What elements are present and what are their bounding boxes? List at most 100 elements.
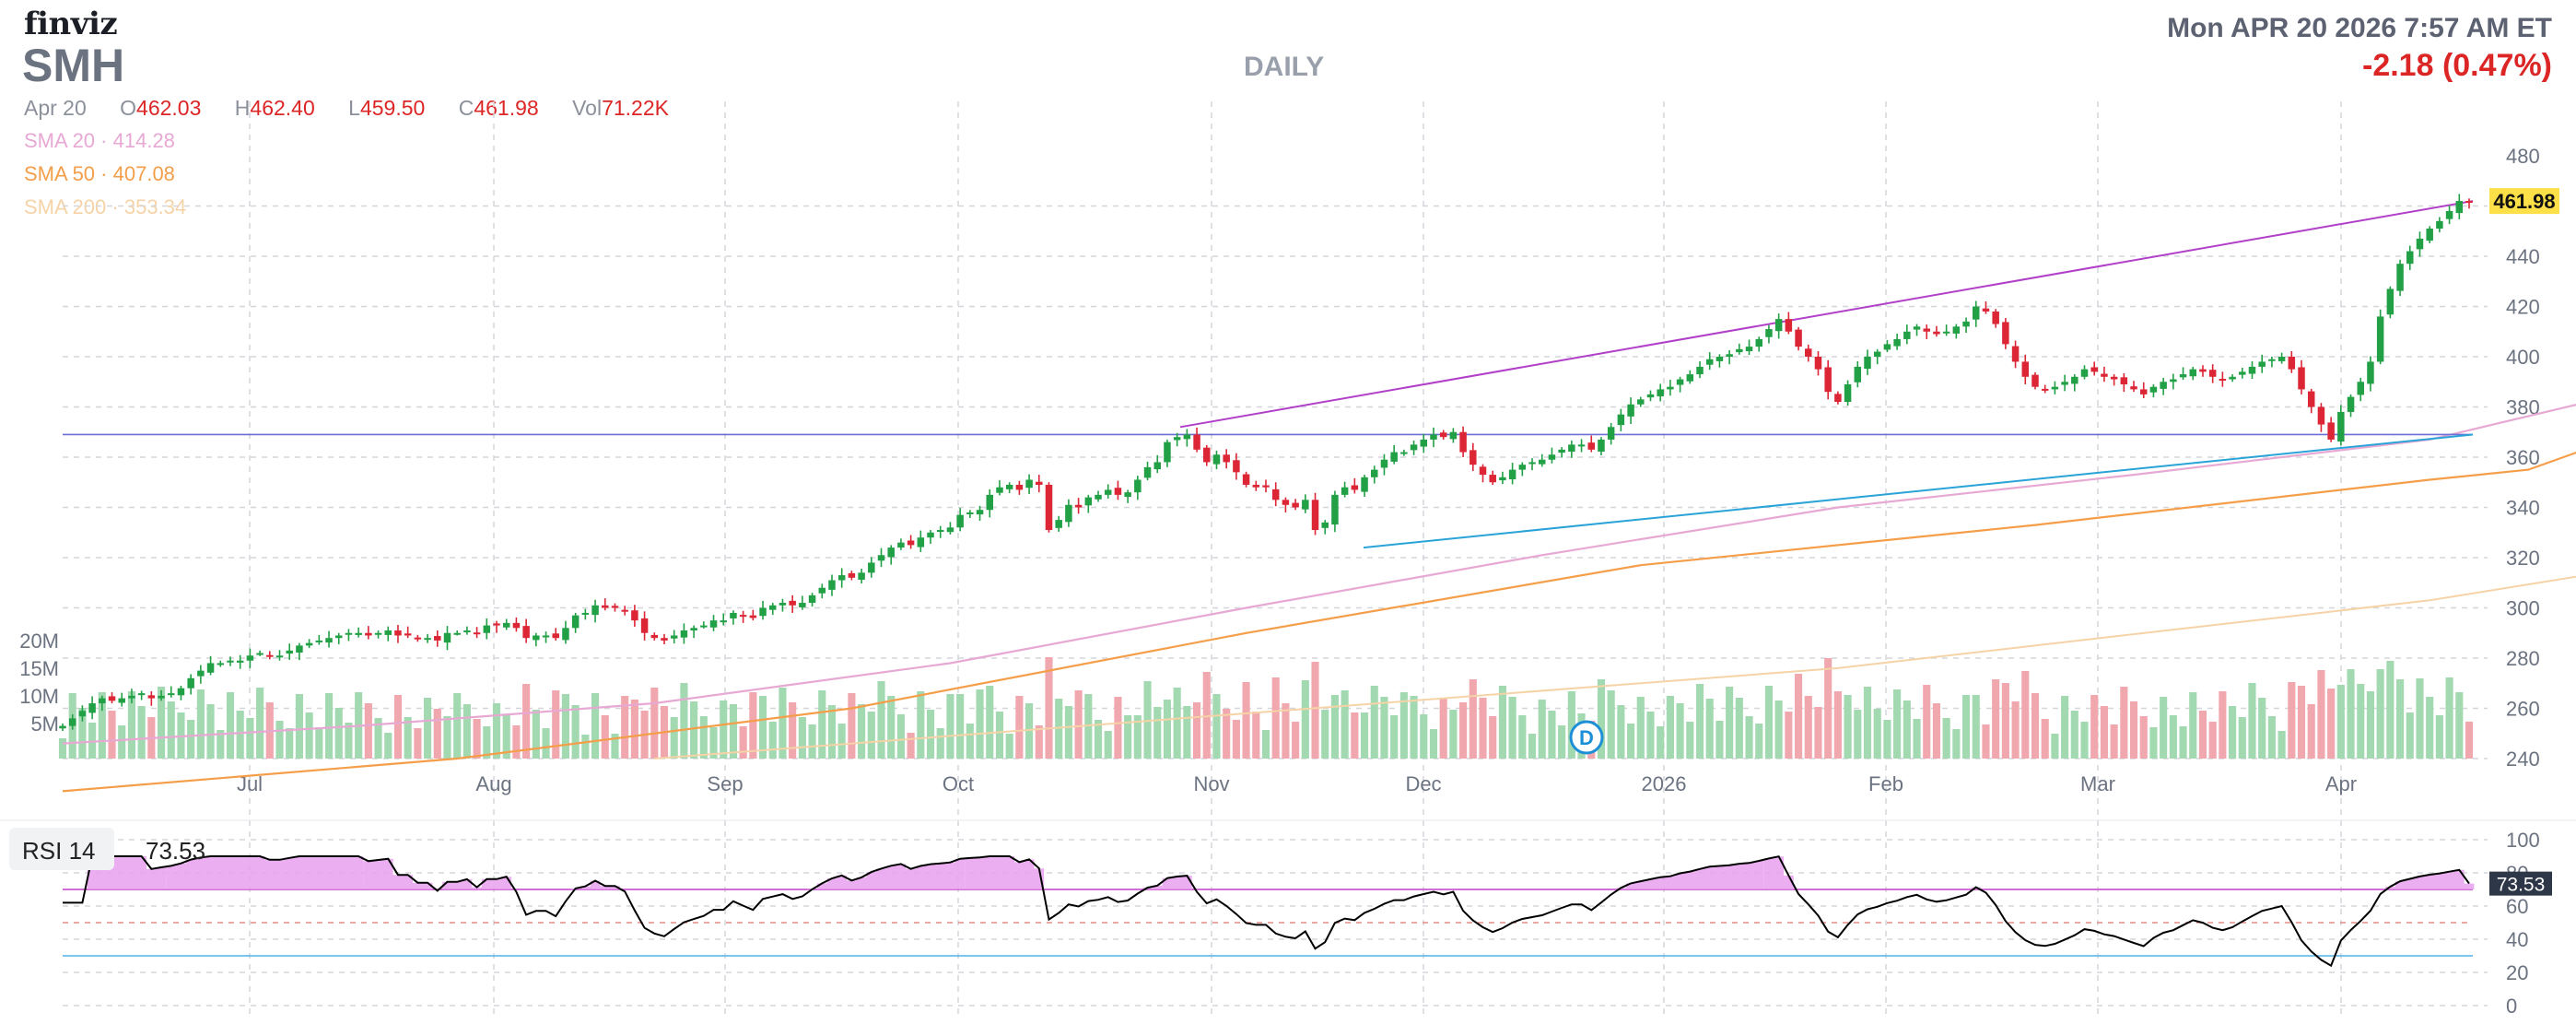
- candle-body: [1824, 367, 1832, 393]
- volume-bar: [581, 735, 590, 759]
- candle-body: [562, 628, 569, 641]
- candle-body: [1992, 311, 1999, 324]
- volume-bar: [2395, 679, 2405, 759]
- volume-bar: [1360, 712, 1369, 759]
- candle-body: [1095, 494, 1102, 500]
- sma200-legend[interactable]: SMA 200 · 353.34: [24, 195, 186, 219]
- volume-bar: [2426, 697, 2434, 759]
- candle-body: [1864, 357, 1871, 370]
- candle-body: [2170, 379, 2177, 383]
- rsi-value: 73.53: [146, 837, 206, 865]
- candle-body: [1045, 484, 1053, 531]
- sma50-legend[interactable]: SMA 50 · 407.08: [24, 162, 175, 186]
- rsi-label[interactable]: RSI 14: [22, 837, 96, 865]
- volume-bar: [1923, 685, 1931, 759]
- volume-bar: [1183, 706, 1191, 759]
- candle-body: [158, 695, 165, 699]
- rsi-last-tag: [2489, 871, 2552, 896]
- volume-bar: [88, 723, 97, 759]
- candle-body: [1982, 308, 1990, 312]
- volume-bar: [1459, 702, 1468, 759]
- candle-body: [137, 693, 146, 696]
- volume-bar: [1804, 696, 1812, 759]
- volume-bar: [1982, 724, 1990, 759]
- candle-body: [1903, 331, 1911, 339]
- volume-bar: [334, 708, 343, 759]
- candle-body: [227, 660, 234, 663]
- volume-bar: [2120, 687, 2128, 759]
- x-tick-label: Dec: [1405, 772, 1441, 795]
- candle-body: [1331, 494, 1339, 525]
- volume-bar: [522, 684, 531, 759]
- candle-body: [1736, 348, 1743, 353]
- volume-bar: [1755, 724, 1763, 759]
- volume-bar: [2229, 706, 2237, 759]
- sma200-line: [654, 575, 2576, 759]
- volume-bar: [650, 688, 659, 759]
- volume-bar: [2277, 731, 2286, 759]
- candle-body: [848, 572, 856, 578]
- candle-body: [1311, 500, 1319, 531]
- y-tick-label: 320: [2506, 547, 2540, 570]
- volume-bar: [1380, 697, 1388, 759]
- candle-body: [1390, 452, 1398, 462]
- volume-bar: [2317, 670, 2325, 759]
- rsi-tick-label: 60: [2506, 895, 2528, 918]
- dividend-marker-letter: D: [1579, 726, 1594, 749]
- candle-body: [868, 562, 875, 573]
- candle-body: [1203, 447, 1211, 463]
- volume-bar: [393, 695, 403, 759]
- volume-bar: [1232, 720, 1240, 759]
- candle-body: [1558, 449, 1565, 453]
- volume-bar: [1636, 697, 1645, 759]
- volume-bar: [552, 690, 560, 759]
- candle-body: [1676, 379, 1684, 385]
- candle-body: [621, 609, 628, 612]
- candle-body: [2445, 210, 2453, 219]
- candle-body: [2327, 422, 2335, 440]
- volume-bar: [1330, 695, 1340, 759]
- candle-body: [2268, 359, 2276, 361]
- volume-bar: [2455, 692, 2464, 759]
- y-tick-label: 480: [2506, 145, 2540, 168]
- candle-body: [2396, 264, 2404, 291]
- candle-body: [2298, 367, 2305, 390]
- sma20-legend[interactable]: SMA 20 · 414.28: [24, 129, 175, 153]
- volume-bar: [1094, 720, 1103, 759]
- volume-bar: [818, 690, 826, 759]
- volume-bar: [1764, 686, 1774, 759]
- candle-body: [1568, 444, 1575, 453]
- candle-body: [996, 487, 1003, 493]
- rsi-tag-bg[interactable]: [9, 828, 114, 870]
- candle-body: [602, 605, 609, 608]
- candle-body: [168, 693, 175, 696]
- candle-body: [2149, 386, 2158, 393]
- volume-bar: [837, 724, 846, 759]
- volume-bar: [256, 688, 264, 759]
- candle-body: [2465, 201, 2473, 204]
- candle-body: [1805, 348, 1812, 357]
- candle-body: [1873, 351, 1881, 357]
- candle-body: [522, 626, 530, 639]
- volume-bar: [1695, 684, 1704, 759]
- rsi-tick-label: 0: [2506, 995, 2517, 1018]
- candle-body: [502, 622, 510, 628]
- candle-body: [1055, 520, 1062, 528]
- volume-bar: [2357, 684, 2365, 759]
- volume-bar: [2139, 716, 2148, 759]
- volume-bar: [295, 694, 303, 759]
- ticker-symbol: SMH: [22, 40, 125, 91]
- volume-bar: [1863, 687, 1872, 759]
- candle-body: [1262, 485, 1270, 488]
- volume-bar: [2336, 685, 2345, 759]
- volume-bar: [1597, 679, 1606, 759]
- volume-bar: [1399, 692, 1408, 759]
- finviz-logo[interactable]: finviz: [24, 6, 118, 42]
- candle-body: [2288, 357, 2296, 370]
- volume-bar: [2208, 722, 2217, 759]
- volume-bar: [127, 691, 136, 759]
- candle-body: [2021, 361, 2030, 377]
- candle-body: [789, 600, 796, 606]
- sma200-label: SMA 200: [24, 195, 107, 218]
